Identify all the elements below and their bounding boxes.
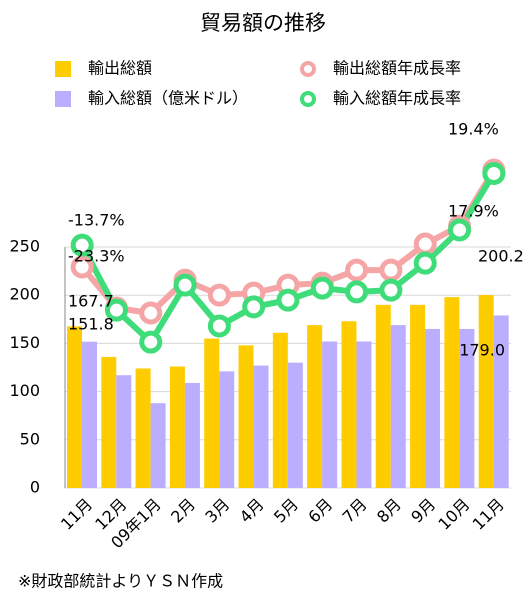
y-tick-label: 100 (9, 381, 40, 400)
bar (82, 341, 97, 488)
line-marker (379, 278, 403, 302)
x-tick-label: 8月 (373, 495, 405, 527)
x-tick-label: 11月 (57, 495, 96, 534)
bar (135, 368, 151, 488)
bar (390, 325, 406, 488)
bar (307, 325, 323, 488)
line-marker (207, 283, 231, 307)
legend-swatch (55, 61, 71, 77)
legend-swatch (300, 91, 316, 107)
line-marker (242, 295, 266, 319)
bar (150, 403, 166, 488)
line-marker (70, 233, 94, 257)
bar (444, 297, 460, 488)
line-marker (379, 258, 403, 282)
line-marker (173, 273, 197, 297)
bar (253, 365, 269, 488)
bar (287, 362, 303, 488)
bar (169, 366, 185, 488)
line-marker (139, 330, 163, 354)
legend-label: 輸入総額年成長率 (333, 89, 461, 108)
x-tick-label: 4月 (236, 495, 268, 527)
bar (204, 338, 220, 488)
legend-label: 輸出総額 (88, 59, 152, 78)
x-tick-label: 11月 (469, 495, 508, 534)
value-label: -13.7% (68, 211, 125, 230)
legend-swatch (55, 91, 71, 107)
value-label: 19.4% (448, 120, 499, 139)
bar (322, 341, 338, 488)
bar (341, 321, 357, 488)
bar (238, 345, 254, 488)
legend-label: 輸出総額年成長率 (333, 59, 461, 78)
bar (116, 375, 132, 488)
y-tick-label: 0 (30, 478, 40, 497)
bar (219, 371, 235, 488)
value-label: 167.7 (68, 292, 114, 311)
bar (67, 326, 82, 488)
legend-swatch (300, 61, 316, 77)
bar (493, 315, 509, 488)
line-marker (70, 255, 94, 279)
bar (272, 332, 288, 488)
value-label: 17.9% (448, 202, 499, 221)
line-marker (448, 218, 472, 242)
value-label: -23.3% (68, 247, 125, 266)
line-marker (276, 288, 300, 312)
x-tick-label: 6月 (304, 495, 336, 527)
bar (375, 304, 391, 488)
bar (356, 341, 372, 488)
line-marker (482, 161, 506, 185)
x-tick-label: 10月 (434, 495, 473, 534)
value-label: 151.8 (68, 315, 114, 334)
bar (425, 328, 441, 488)
y-tick-label: 50 (20, 429, 40, 448)
y-tick-label: 200 (9, 285, 40, 304)
value-label: 179.0 (459, 341, 505, 360)
legend-label: 輸入総額（億米ドル） (88, 89, 248, 108)
x-tick-label: 5月 (270, 495, 302, 527)
line-marker (413, 251, 437, 275)
value-label: 200.2 (478, 247, 524, 266)
x-tick-label: 3月 (201, 495, 233, 527)
bar (184, 382, 200, 488)
x-tick-label: 7月 (339, 495, 371, 527)
line-marker (413, 232, 437, 256)
y-tick-label: 250 (9, 237, 40, 256)
chart-title: 貿易額の推移 (200, 11, 326, 35)
line-marker (207, 314, 231, 338)
bar (101, 356, 117, 488)
bar (478, 295, 494, 488)
note: ※財政部統計よりＹＳＮ作成 (18, 572, 223, 591)
line-marker (345, 258, 369, 282)
x-tick-label: 2月 (167, 495, 199, 527)
bar (410, 304, 426, 488)
line-marker (345, 280, 369, 304)
y-tick-label: 150 (9, 333, 40, 352)
line-marker (310, 276, 334, 300)
line-marker (104, 298, 128, 322)
bar (459, 328, 475, 488)
line-marker (139, 301, 163, 325)
